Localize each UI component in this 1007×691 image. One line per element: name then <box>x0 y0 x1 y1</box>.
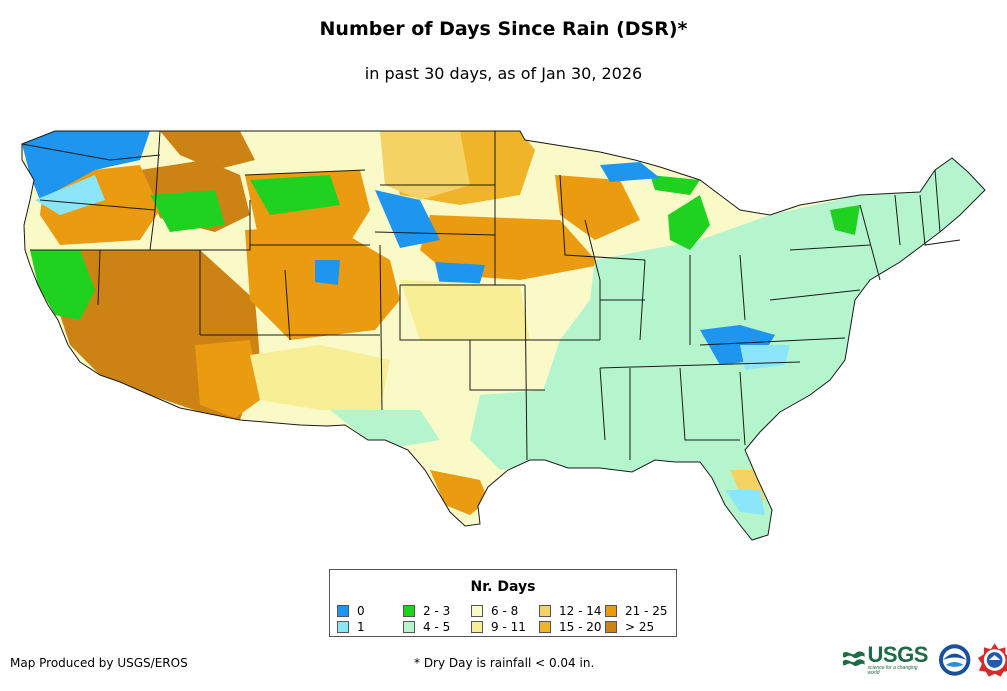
dsr-region-2-3-lake-superior <box>650 175 700 195</box>
legend-item: 6 - 8 <box>471 603 539 619</box>
usgs-logo: USGS science for a changing world <box>842 644 930 676</box>
dsr-region-2-3-idaho <box>150 190 225 232</box>
dsr-region-2-3-newyork <box>830 205 860 235</box>
legend-item: 1 <box>337 619 403 635</box>
dsr-region-21-25-wisconsin <box>555 175 640 240</box>
dsr-fill-layer <box>22 131 985 540</box>
legend-label: 15 - 20 <box>559 620 602 634</box>
dsr-region-9-11-kansas <box>400 280 530 340</box>
legend-item: 12 - 14 <box>539 603 605 619</box>
usgs-wave-icon <box>842 651 865 667</box>
credit-text: Map Produced by USGS/EROS <box>10 656 188 670</box>
dsr-region-1-oregon-coast <box>35 175 105 215</box>
legend-label: 2 - 3 <box>423 604 451 618</box>
legend-swatch <box>337 605 349 617</box>
legend-item: 0 <box>337 603 403 619</box>
dsr-region-0-utah <box>315 260 340 285</box>
legend-title: Nr. Days <box>470 579 536 595</box>
agency-logos: USGS science for a changing world <box>842 640 1007 680</box>
dsr-region-4-5-texas-south <box>330 410 440 450</box>
legend-swatch <box>605 605 617 617</box>
legend-label: 6 - 8 <box>491 604 519 618</box>
noaa-logo-icon <box>938 644 971 676</box>
legend-label: 0 <box>357 604 365 618</box>
legend-label: 1 <box>357 620 365 634</box>
legend-item: 9 - 11 <box>471 619 539 635</box>
legend-swatch <box>403 605 415 617</box>
dsr-region-9-11-plains <box>250 345 390 410</box>
legend-label: 9 - 11 <box>491 620 526 634</box>
usgs-tagline: science for a changing world <box>867 665 918 676</box>
map-legend: Nr. Days 0 2 - 3 6 - 8 12 - 14 21 - 25 1 4 - 5… <box>329 569 677 637</box>
dsr-region-1-florida <box>725 490 765 515</box>
legend-swatch <box>605 621 617 633</box>
legend-label: 12 - 14 <box>559 604 602 618</box>
legend-swatch <box>471 605 483 617</box>
legend-item: 2 - 3 <box>403 603 471 619</box>
dsr-region-0-washington <box>22 131 150 200</box>
legend-item: > 25 <box>605 619 671 635</box>
footnote-text: * Dry Day is rainfall < 0.04 in. <box>414 656 595 670</box>
usgs-wordmark: USGS <box>867 642 929 667</box>
legend-items: 0 2 - 3 6 - 8 12 - 14 21 - 25 1 4 - 5 9 - 11 15 … <box>337 603 671 635</box>
dsr-region-0-upper-mi <box>600 162 660 182</box>
dsr-region-21-25-midwest <box>420 215 600 280</box>
legend-item: 4 - 5 <box>403 619 471 635</box>
state-borders <box>21 130 986 541</box>
dsr-region-21-25-nm <box>195 340 260 418</box>
dsr-region-2-3-montana <box>250 175 340 215</box>
dsr-region-2-3-michigan <box>668 195 710 250</box>
map-subtitle: in past 30 days, as of Jan 30, 2026 <box>364 64 643 83</box>
legend-label: 21 - 25 <box>625 604 668 618</box>
map-title: Number of Days Since Rain (DSR)* <box>319 18 688 40</box>
dsr-region-2-3-california <box>30 250 95 320</box>
legend-swatch <box>539 621 551 633</box>
legend-swatch <box>471 621 483 633</box>
legend-item: 21 - 25 <box>605 603 671 619</box>
legend-item: 15 - 20 <box>539 619 605 635</box>
legend-swatch <box>337 621 349 633</box>
nws-logo-icon <box>978 643 1007 677</box>
dsr-region-gt25-nw-montana <box>160 131 255 170</box>
dsr-region-12-14-montana-east <box>380 131 470 200</box>
legend-label: 4 - 5 <box>423 620 451 634</box>
legend-swatch <box>403 621 415 633</box>
legend-label: > 25 <box>625 620 655 634</box>
legend-swatch <box>539 605 551 617</box>
